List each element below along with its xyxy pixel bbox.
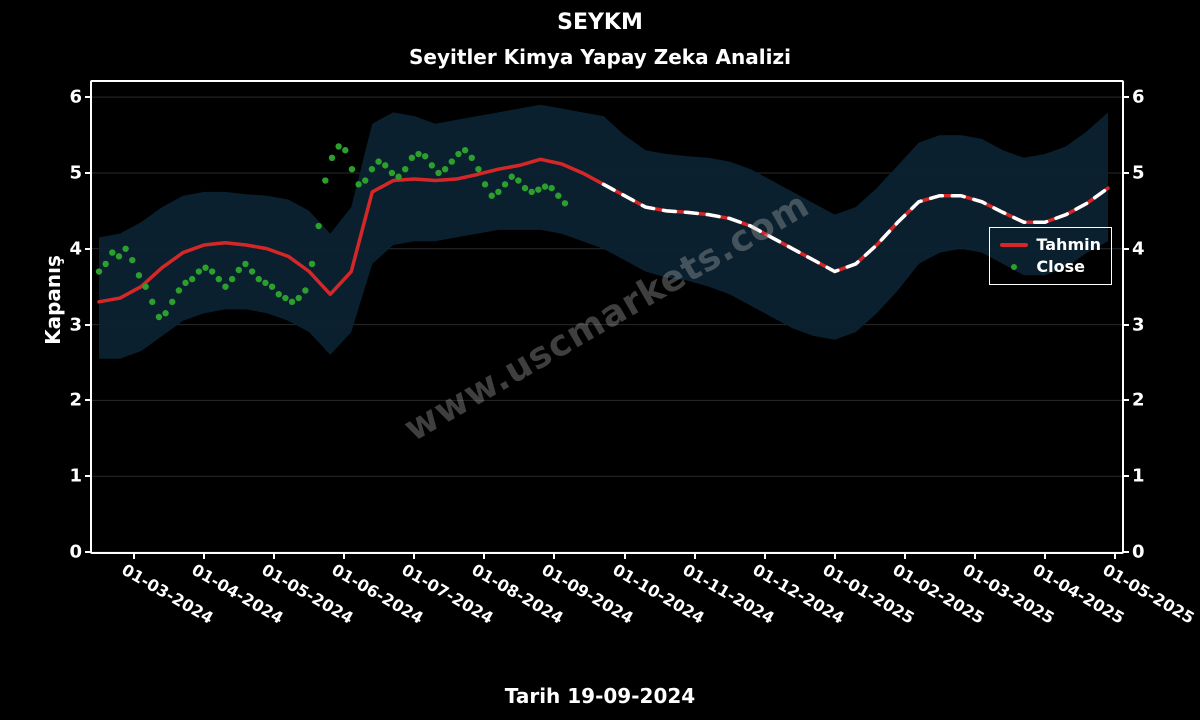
plot-area: www.uscmarkets.com TahminClose 001122334… <box>90 80 1124 554</box>
chart-container: SEYKM Seyitler Kimya Yapay Zeka Analizi … <box>0 0 1200 720</box>
legend-dot-swatch <box>1000 261 1028 273</box>
x-axis-label: Tarih 19-09-2024 <box>0 684 1200 708</box>
legend-label: Close <box>1036 256 1085 278</box>
y-axis-label: Kapanış <box>41 255 65 345</box>
chart-svg <box>92 82 1122 552</box>
legend-item: Close <box>1000 256 1101 278</box>
legend: TahminClose <box>989 227 1112 285</box>
legend-label: Tahmin <box>1036 234 1101 256</box>
chart-subtitle: Seyitler Kimya Yapay Zeka Analizi <box>0 45 1200 69</box>
legend-item: Tahmin <box>1000 234 1101 256</box>
legend-line-swatch <box>1000 243 1028 247</box>
chart-title: SEYKM <box>0 10 1200 35</box>
